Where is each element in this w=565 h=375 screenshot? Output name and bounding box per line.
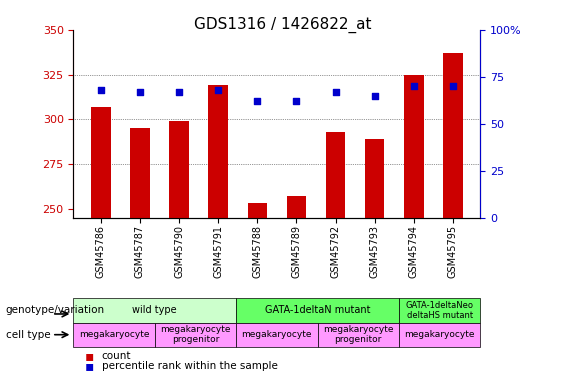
Text: megakaryocyte
progenitor: megakaryocyte progenitor [323,325,393,344]
Point [449,83,458,89]
Bar [365,139,384,218]
Text: wild type: wild type [133,305,177,315]
Text: ▪: ▪ [85,359,94,373]
Point [175,89,184,95]
Text: GATA-1deltaNeo
deltaHS mutant: GATA-1deltaNeo deltaHS mutant [406,301,473,320]
Point [370,93,379,99]
Bar [404,75,424,217]
Text: GATA-1deltaN mutant: GATA-1deltaN mutant [265,305,370,315]
Point [136,89,145,95]
Bar [443,53,463,217]
Text: megakaryocyte: megakaryocyte [405,330,475,339]
Text: megakaryocyte: megakaryocyte [79,330,149,339]
Point [214,87,223,93]
Point [292,98,301,104]
Bar [247,203,267,217]
Bar [170,121,189,218]
Text: count: count [102,351,131,361]
Bar [208,86,228,218]
Text: megakaryocyte: megakaryocyte [242,330,312,339]
Text: percentile rank within the sample: percentile rank within the sample [102,361,277,371]
Bar [326,132,345,218]
Point [331,89,340,95]
Bar [91,107,111,218]
Bar [286,196,306,217]
Point [96,87,105,93]
Point [409,83,418,89]
Text: cell type: cell type [6,330,50,340]
Text: ▪: ▪ [85,349,94,363]
Bar [130,128,150,217]
Point [253,98,262,104]
Text: GDS1316 / 1426822_at: GDS1316 / 1426822_at [194,17,371,33]
Text: megakaryocyte
progenitor: megakaryocyte progenitor [160,325,231,344]
Text: genotype/variation: genotype/variation [6,305,105,315]
